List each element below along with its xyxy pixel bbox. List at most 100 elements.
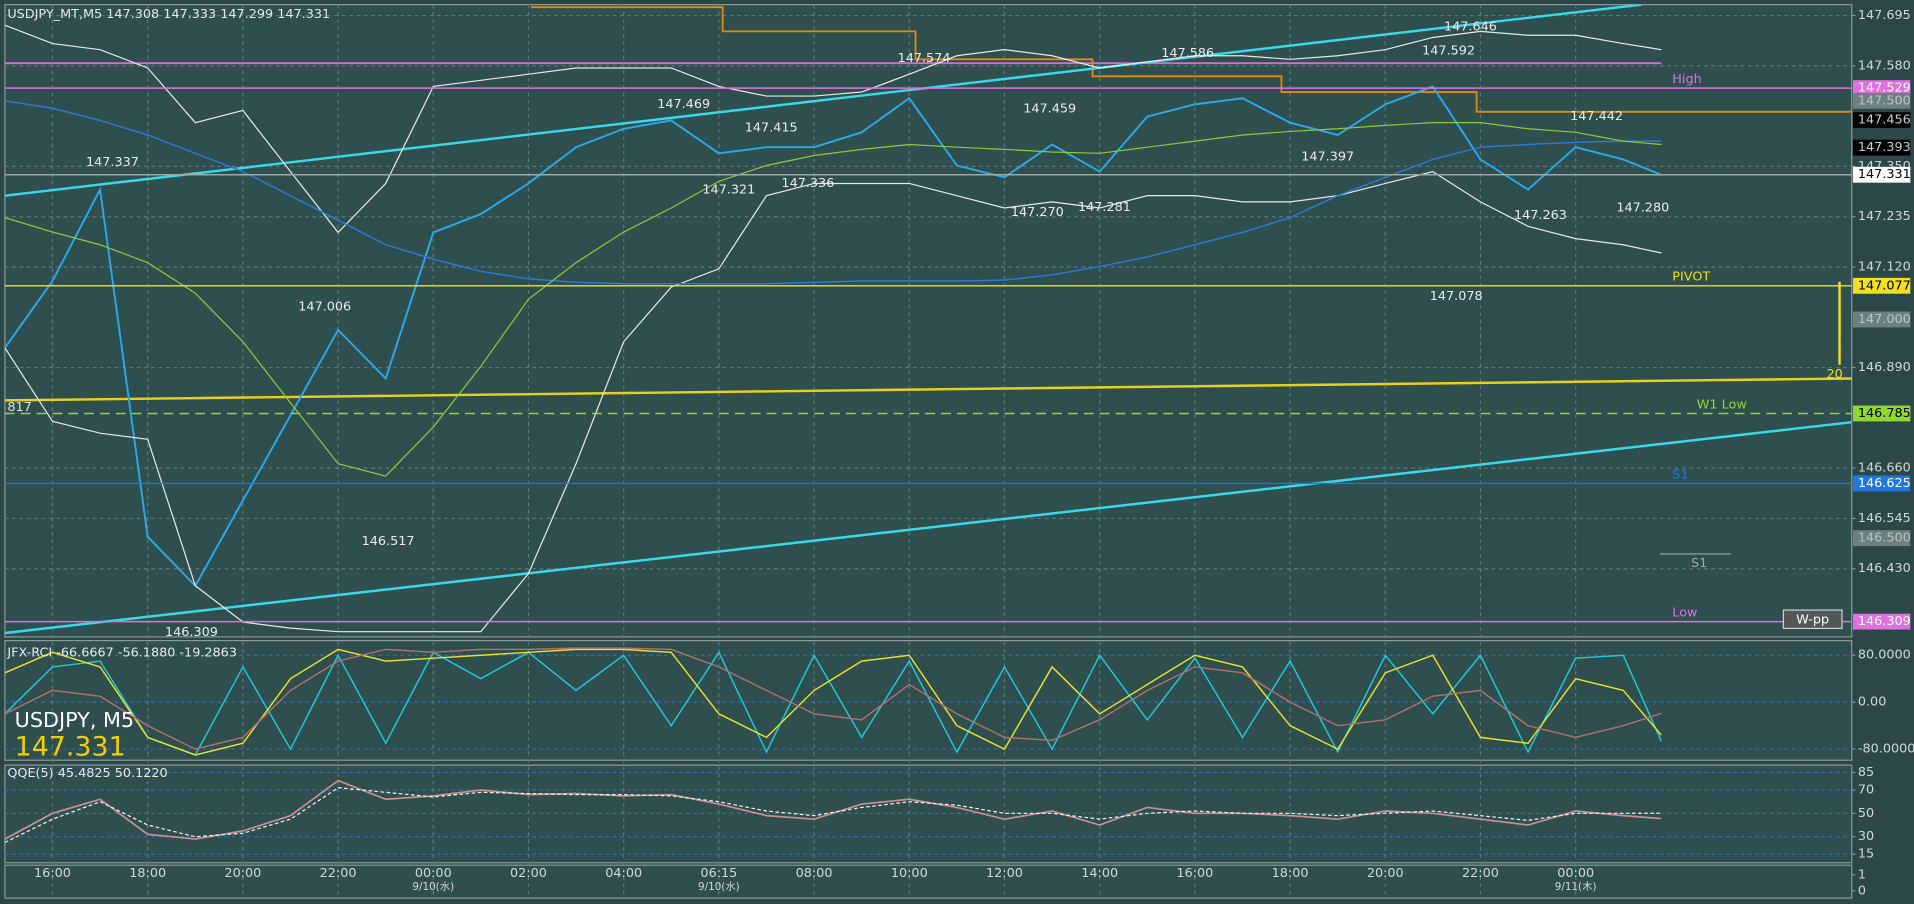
y-tick-label: 0: [1858, 883, 1866, 898]
series-line: [4, 122, 1662, 477]
trend-line: [4, 421, 1852, 635]
y-tick-label: 146.890: [1858, 360, 1911, 375]
x-tick-label: 00:00: [415, 866, 452, 881]
peak-label: 147.321: [702, 183, 755, 198]
peak-label: 147.078: [1430, 289, 1483, 304]
price-box-label: 147.529: [1858, 81, 1911, 96]
x-tick-label: 08:00: [796, 866, 833, 881]
y-tick-label: 50: [1858, 806, 1874, 821]
x-tick-label: 00:00: [1557, 866, 1594, 881]
annotation: S1: [1691, 556, 1707, 571]
peak-label: 147.397: [1301, 149, 1354, 164]
series-line: [4, 647, 1662, 750]
peak-label: 147.336: [781, 176, 834, 191]
price-box: [1852, 166, 1911, 183]
y-tick-label: 147.235: [1858, 209, 1911, 224]
x-tick-label: 16:00: [34, 866, 71, 881]
y-tick-label: 85: [1858, 765, 1874, 780]
x-tick-label: 22:00: [1462, 866, 1499, 881]
peak-label: 147.646: [1444, 20, 1497, 35]
y-tick-label: 146.430: [1858, 561, 1911, 576]
series-line: [4, 170, 1662, 633]
x-tick-label: 06:15: [700, 866, 737, 881]
peak-label: 147.592: [1422, 43, 1475, 58]
price-box-label: 147.000: [1858, 312, 1911, 327]
price-box: [1852, 80, 1911, 97]
price-box: [1852, 530, 1911, 547]
y-tick-label: 80.0000: [1858, 648, 1911, 663]
y-tick-label: 147.580: [1858, 58, 1911, 73]
level-name: W1 Low: [1697, 397, 1747, 412]
peak-label: 147.270: [1011, 205, 1064, 220]
x-tick-label: 18:00: [129, 866, 166, 881]
y-tick-label: 70: [1858, 782, 1874, 797]
peak-label: 147.586: [1161, 46, 1214, 61]
price-box: [1852, 112, 1911, 129]
text-layer: USDJPY_MT,M5 147.308 147.333 147.299 147…: [6, 7, 1914, 898]
peak-label: 147.006: [298, 300, 351, 315]
price-box-label: 146.785: [1858, 406, 1911, 421]
peak-label: 147.280: [1616, 201, 1669, 216]
y-tick-label: 147.695: [1858, 8, 1911, 23]
price-box-label: 147.456: [1858, 113, 1911, 128]
main-panel: [4, 4, 1853, 638]
date-label: 9/11(木): [1555, 881, 1597, 893]
series-line: [4, 787, 1662, 844]
annotation: W-pp: [1796, 612, 1829, 627]
date-label: 9/10(水): [412, 881, 454, 893]
lines-layer: [4, 4, 1852, 844]
chart-title: USDJPY_MT,M5 147.308 147.333 147.299 147…: [7, 7, 330, 22]
peak-label: 147.442: [1570, 109, 1623, 124]
time-panel: [4, 864, 1853, 899]
watermark-symbol: USDJPY, M5: [15, 708, 135, 732]
y-tick-label: 15: [1858, 847, 1874, 862]
rci-panel: [4, 639, 1853, 761]
level-name: Low: [1672, 606, 1697, 621]
price-box: [1852, 92, 1911, 109]
price-box: [1852, 405, 1911, 422]
peak-label: 147.337: [86, 155, 139, 170]
x-tick-label: 20:00: [1367, 866, 1404, 881]
series-line: [4, 24, 1662, 234]
x-tick-label: 04:00: [605, 866, 642, 881]
price-box-label: 147.500: [1858, 93, 1911, 108]
wpp-box: [1782, 609, 1843, 629]
price-box: [1852, 475, 1911, 492]
y-tick-label: 1: [1858, 867, 1866, 882]
level-name: S1: [1672, 467, 1688, 482]
price-box-label: 147.077: [1858, 278, 1911, 293]
price-box-label: 147.393: [1858, 140, 1911, 155]
y-tick-label: 30: [1858, 829, 1874, 844]
annotation: 817: [7, 400, 31, 415]
watermark-price: 147.331: [15, 732, 126, 763]
x-tick-label: 22:00: [320, 866, 357, 881]
grid-layer: [4, 4, 1856, 899]
y-tick-label: 0.00: [1858, 695, 1887, 710]
level-name: High: [1672, 72, 1701, 87]
y-tick-label: 147.120: [1858, 259, 1911, 274]
annotation: 20: [1827, 367, 1843, 382]
level-name: PIVOT: [1672, 270, 1710, 285]
peak-label: 147.469: [657, 97, 710, 112]
peak-label: 146.309: [165, 625, 218, 640]
series-line: [4, 650, 1662, 756]
peak-label: 146.517: [362, 534, 415, 549]
x-tick-label: 10:00: [891, 866, 928, 881]
peak-label: 147.281: [1078, 200, 1131, 215]
y-tick-label: -80.0000: [1858, 742, 1914, 757]
price-box-label: 146.625: [1858, 476, 1911, 491]
x-tick-label: 18:00: [1272, 866, 1309, 881]
price-box-label: 146.309: [1858, 614, 1911, 629]
trend-line: [4, 377, 1852, 402]
x-tick-label: 02:00: [510, 866, 547, 881]
x-tick-label: 16:00: [1176, 866, 1213, 881]
price-box-label: 146.500: [1858, 531, 1911, 546]
x-tick-label: 14:00: [1081, 866, 1118, 881]
series-line: [4, 85, 1662, 588]
peak-label: 147.459: [1023, 101, 1076, 116]
peak-label: 147.263: [1514, 208, 1567, 223]
trend-line: [4, 4, 1642, 197]
date-label: 9/10(水): [698, 881, 740, 893]
